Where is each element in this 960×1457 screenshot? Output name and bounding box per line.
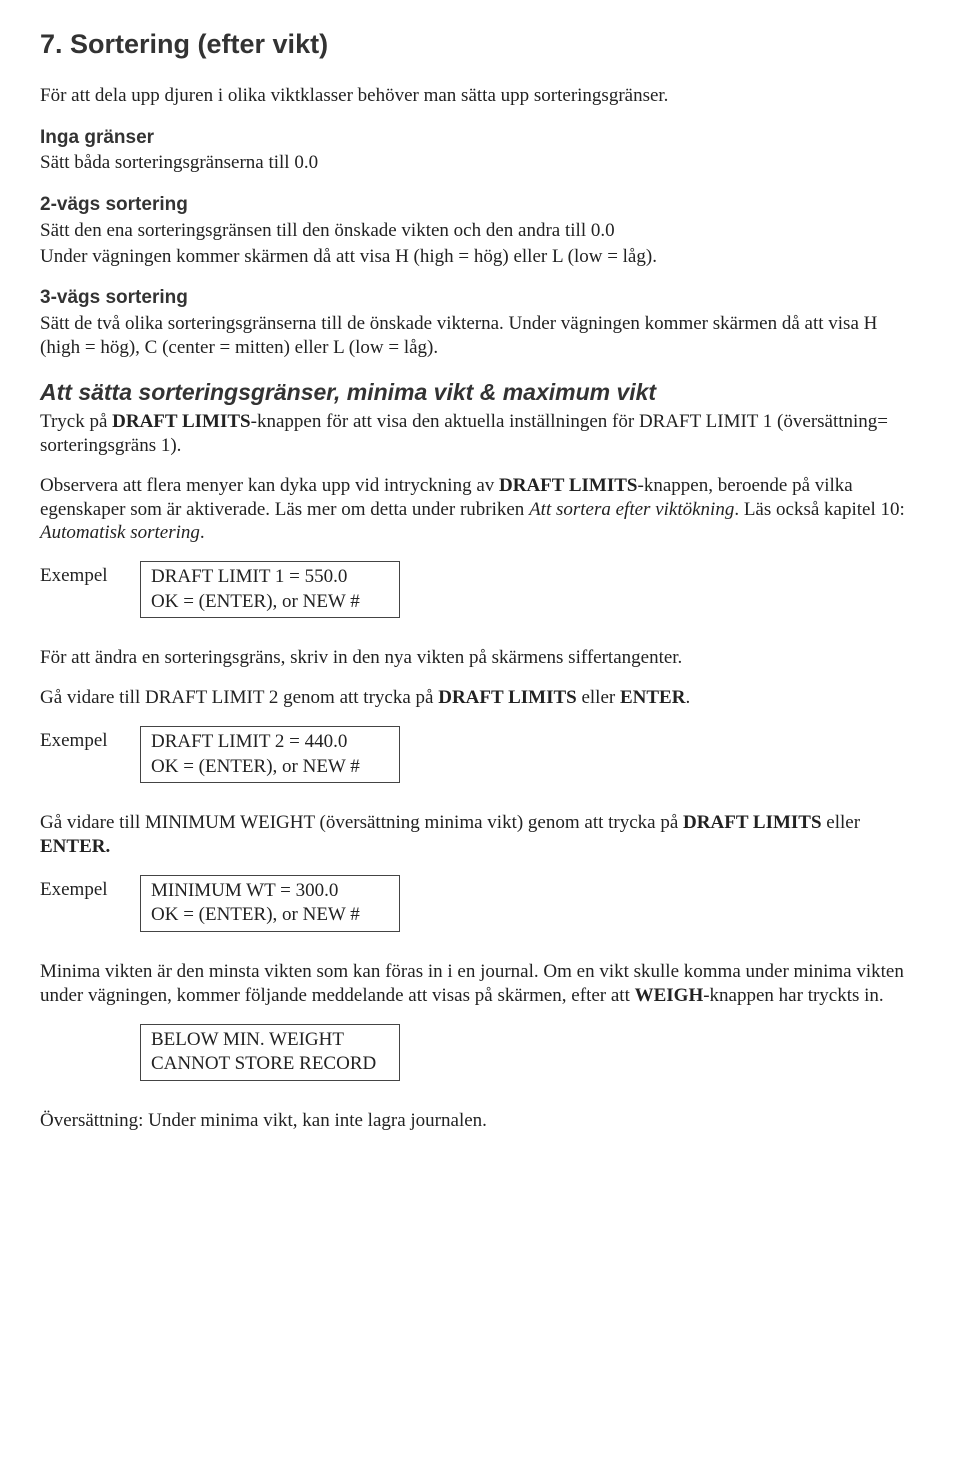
after-ex1-p2-d: ENTER <box>620 687 685 708</box>
limits-p2-a: Observera att flera menyer kan dyka upp … <box>40 475 499 496</box>
after-ex2-c: eller <box>822 812 861 833</box>
after-ex3: Minima vikten är den minsta vikten som k… <box>40 960 920 1008</box>
intro-paragraph: För att dela upp djuren i olika viktklas… <box>40 84 920 108</box>
example-line: OK = (ENTER), or NEW # <box>151 590 387 615</box>
after-ex2-d: ENTER. <box>40 836 110 857</box>
example-label: Exempel <box>40 561 140 588</box>
after-ex1-p2-b: DRAFT LIMITS <box>438 687 576 708</box>
limits-p2-f: Automatisk sortering <box>40 522 200 543</box>
example-label: Exempel <box>40 726 140 753</box>
after-ex1-p2-c: eller <box>577 687 620 708</box>
after-ex2-b: DRAFT LIMITS <box>683 812 821 833</box>
example-1: Exempel DRAFT LIMIT 1 = 550.0 OK = (ENTE… <box>40 561 920 618</box>
example-box: BELOW MIN. WEIGHT CANNOT STORE RECORD <box>140 1024 400 1081</box>
twoway-line2: Under vägningen kommer skärmen då att vi… <box>40 245 920 269</box>
example-box: DRAFT LIMIT 2 = 440.0 OK = (ENTER), or N… <box>140 726 400 783</box>
limits-p2: Observera att flera menyer kan dyka upp … <box>40 474 920 545</box>
subheading-3way: 3-vägs sortering <box>40 286 920 310</box>
after-ex3-b: WEIGH <box>635 985 704 1006</box>
example-line: DRAFT LIMIT 1 = 550.0 <box>151 565 387 590</box>
subheading-no-limits: Inga gränser <box>40 126 920 150</box>
example-3: Exempel MINIMUM WT = 300.0 OK = (ENTER),… <box>40 875 920 932</box>
example-line: MINIMUM WT = 300.0 <box>151 879 387 904</box>
limits-p2-g: . <box>200 522 205 543</box>
example-label: Exempel <box>40 875 140 902</box>
after-ex3-c: -knappen har tryckts in. <box>703 985 883 1006</box>
limits-p2-b: DRAFT LIMITS <box>499 475 637 496</box>
after-ex2-a: Gå vidare till MINIMUM WEIGHT (översättn… <box>40 812 683 833</box>
subheading-set-limits: Att sätta sorteringsgränser, minima vikt… <box>40 378 920 407</box>
after-ex1-p2: Gå vidare till DRAFT LIMIT 2 genom att t… <box>40 686 920 710</box>
example-label-empty <box>40 1024 140 1027</box>
twoway-line1: Sätt den ena sorteringsgränsen till den … <box>40 219 920 243</box>
threeway-text: Sätt de två olika sorteringsgränserna ti… <box>40 312 920 360</box>
limits-p1: Tryck på DRAFT LIMITS-knappen för att vi… <box>40 410 920 458</box>
no-limits-text: Sätt båda sorteringsgränserna till 0.0 <box>40 151 920 175</box>
example-box: MINIMUM WT = 300.0 OK = (ENTER), or NEW … <box>140 875 400 932</box>
subheading-2way: 2-vägs sortering <box>40 193 920 217</box>
limits-p2-e: . Läs också kapitel 10: <box>734 499 904 520</box>
example-line: OK = (ENTER), or NEW # <box>151 755 387 780</box>
after-ex2: Gå vidare till MINIMUM WEIGHT (översättn… <box>40 811 920 859</box>
example-4: BELOW MIN. WEIGHT CANNOT STORE RECORD <box>40 1024 920 1081</box>
page-heading: 7. Sortering (efter vikt) <box>40 28 920 62</box>
limits-p2-d: Att sortera efter viktökning <box>529 499 734 520</box>
limits-p1-b: DRAFT LIMITS <box>112 411 250 432</box>
limits-p1-a: Tryck på <box>40 411 112 432</box>
example-line: OK = (ENTER), or NEW # <box>151 903 387 928</box>
after-ex1-p2-a: Gå vidare till DRAFT LIMIT 2 genom att t… <box>40 687 438 708</box>
example-line: CANNOT STORE RECORD <box>151 1052 387 1077</box>
example-2: Exempel DRAFT LIMIT 2 = 440.0 OK = (ENTE… <box>40 726 920 783</box>
example-box: DRAFT LIMIT 1 = 550.0 OK = (ENTER), or N… <box>140 561 400 618</box>
example-line: BELOW MIN. WEIGHT <box>151 1028 387 1053</box>
after-ex1-p1: För att ändra en sorteringsgräns, skriv … <box>40 646 920 670</box>
closing-paragraph: Översättning: Under minima vikt, kan int… <box>40 1109 920 1133</box>
example-line: DRAFT LIMIT 2 = 440.0 <box>151 730 387 755</box>
after-ex1-p2-e: . <box>685 687 690 708</box>
